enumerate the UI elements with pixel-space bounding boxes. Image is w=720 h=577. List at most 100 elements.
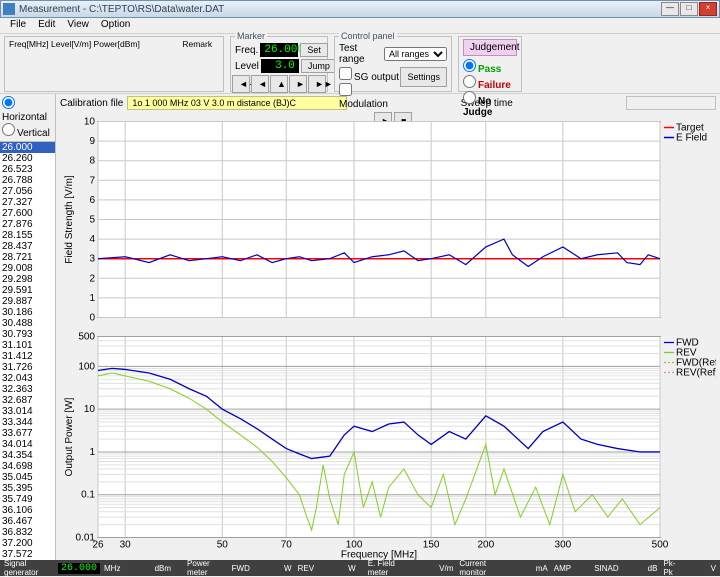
orient-horiz-label: Horizontal (2, 112, 47, 123)
control-legend: Control panel (339, 31, 397, 41)
set-button[interactable]: Set (300, 43, 328, 57)
svg-text:300: 300 (555, 540, 572, 551)
up-button[interactable]: ▲ (270, 75, 288, 93)
svg-text:E Field: E Field (676, 133, 707, 144)
calibration-label: Calibration file (60, 98, 123, 109)
svg-text:500: 500 (652, 540, 669, 551)
judge-fail-radio[interactable] (463, 75, 476, 88)
freq-list-item[interactable]: 36.106 (0, 505, 55, 516)
freq-list-item[interactable]: 28.721 (0, 252, 55, 263)
freq-list-item[interactable]: 32.687 (0, 395, 55, 406)
field-strength-chart: 012345678910Field Strength [V/m]TargetE … (60, 112, 716, 327)
freq-list-item[interactable]: 36.832 (0, 527, 55, 538)
judge-pass-label: Pass (478, 64, 501, 75)
svg-text:0.1: 0.1 (81, 490, 95, 501)
svg-text:150: 150 (423, 540, 440, 551)
freq-list-item[interactable]: 29.887 (0, 296, 55, 307)
freq-list-item[interactable]: 30.793 (0, 329, 55, 340)
maximize-button[interactable]: □ (680, 2, 698, 16)
freq-list-item[interactable]: 33.677 (0, 428, 55, 439)
orient-horiz-radio[interactable] (2, 96, 15, 109)
freq-list-item[interactable]: 37.200 (0, 538, 55, 549)
freq-list-item[interactable]: 29.591 (0, 285, 55, 296)
sg-output-checkbox[interactable] (339, 67, 352, 80)
freq-list-item[interactable]: 35.045 (0, 472, 55, 483)
pm-label: Power meter (185, 559, 228, 577)
close-button[interactable]: × (699, 2, 717, 16)
freq-list-item[interactable]: 29.298 (0, 274, 55, 285)
svg-text:1: 1 (89, 293, 95, 304)
testrange-label: Test range (339, 43, 382, 65)
sinad-label: SINAD (592, 564, 620, 573)
cm-label: Current monitor (457, 559, 508, 577)
svg-text:7: 7 (89, 175, 95, 186)
freq-list-item[interactable]: 33.344 (0, 417, 55, 428)
marker-freq-label: Freq. (235, 45, 258, 56)
sidebar: Horizontal Vertical 26.00026.26026.52326… (0, 94, 56, 560)
freq-list-item[interactable]: 33.014 (0, 406, 55, 417)
freq-list-item[interactable]: 36.467 (0, 516, 55, 527)
calibration-file: 1o 1 000 MHz 03 V 3.0 m distance (BJ)C (127, 96, 347, 110)
fwd-button[interactable]: ► (289, 75, 307, 93)
freq-list-item[interactable]: 27.600 (0, 208, 55, 219)
jump-button[interactable]: Jump (301, 59, 337, 73)
freq-list-item[interactable]: 34.354 (0, 450, 55, 461)
freq-list-item[interactable]: 30.488 (0, 318, 55, 329)
rewind-button[interactable]: ◄◄ (232, 75, 250, 93)
freq-list-item[interactable]: 31.101 (0, 340, 55, 351)
freq-list-item[interactable]: 28.155 (0, 230, 55, 241)
freq-list-item[interactable]: 35.749 (0, 494, 55, 505)
freq-list-item[interactable]: 26.788 (0, 175, 55, 186)
menu-option[interactable]: Option (95, 18, 136, 33)
orient-vert-radio[interactable] (2, 123, 15, 136)
amp-label: AMP (552, 564, 573, 573)
menu-view[interactable]: View (61, 18, 95, 33)
freq-list-item[interactable]: 32.043 (0, 373, 55, 384)
freq-list-item[interactable]: 32.363 (0, 384, 55, 395)
freq-list-item[interactable]: 27.056 (0, 186, 55, 197)
svg-text:REV(Ref): REV(Ref) (676, 368, 716, 379)
freq-list-item[interactable]: 28.437 (0, 241, 55, 252)
marker-level-value: 3.0 (261, 59, 299, 73)
back-button[interactable]: ◄ (251, 75, 269, 93)
freq-list-item[interactable]: 35.395 (0, 483, 55, 494)
freq-list-item[interactable]: 31.726 (0, 362, 55, 373)
judgement-header: Judgement (463, 39, 517, 56)
menu-file[interactable]: File (4, 18, 32, 33)
judge-fail-label: Failure (478, 80, 511, 91)
ffwd-button[interactable]: ►► (308, 75, 326, 93)
freq-list-item[interactable]: 34.014 (0, 439, 55, 450)
freq-list-item[interactable]: 26.523 (0, 164, 55, 175)
freq-list-item[interactable]: 26.000 (0, 142, 55, 153)
freq-list-item[interactable]: 31.412 (0, 351, 55, 362)
frequency-list[interactable]: 26.00026.26026.52326.78827.05627.32727.6… (0, 142, 55, 560)
header-columns: Freq[MHz] Level[V/m] Power[dBm] Remark (9, 39, 219, 49)
svg-text:10: 10 (84, 404, 96, 415)
freq-list-item[interactable]: 29.008 (0, 263, 55, 274)
svg-text:9: 9 (89, 136, 95, 147)
svg-text:Output Power [W]: Output Power [W] (64, 397, 75, 476)
minimize-button[interactable]: — (661, 2, 679, 16)
svg-text:6: 6 (89, 195, 95, 206)
freq-list-item[interactable]: 30.186 (0, 307, 55, 318)
freq-list-item[interactable]: 34.698 (0, 461, 55, 472)
settings-button[interactable]: Settings (400, 67, 447, 87)
menu-edit[interactable]: Edit (32, 18, 61, 33)
marker-legend: Marker (235, 31, 267, 41)
freq-list-item[interactable]: 27.327 (0, 197, 55, 208)
modulation-checkbox[interactable] (339, 83, 352, 96)
freq-list-item[interactable]: 26.260 (0, 153, 55, 164)
modulation-label: Modulation (339, 99, 388, 110)
svg-text:500: 500 (78, 332, 95, 343)
output-power-chart: 263050701001502003005000.010.1110100500O… (60, 327, 716, 561)
freq-list-item[interactable]: 27.876 (0, 219, 55, 230)
status-bar: Signal generator 26.000 MHz dBm Power me… (0, 560, 720, 576)
svg-text:Frequency [MHz]: Frequency [MHz] (341, 550, 417, 561)
judge-none-radio[interactable] (463, 91, 476, 104)
svg-text:200: 200 (477, 540, 494, 551)
svg-text:30: 30 (120, 540, 132, 551)
marker-freq-value: 26.000 (260, 43, 298, 57)
svg-text:4: 4 (89, 234, 95, 245)
testrange-select[interactable]: All ranges (384, 47, 447, 61)
judge-pass-radio[interactable] (463, 59, 476, 72)
